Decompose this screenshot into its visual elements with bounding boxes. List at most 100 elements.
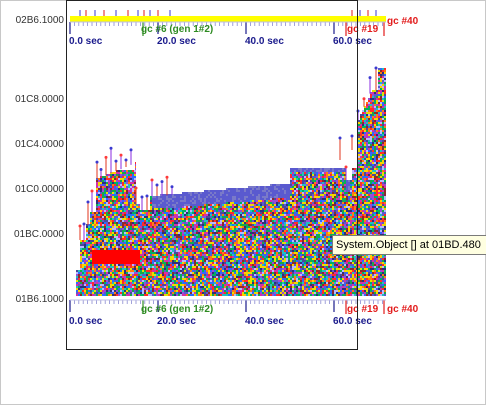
heap-band: [218, 232, 220, 234]
heap-band: [130, 180, 132, 182]
heap-band: [112, 174, 114, 176]
heap-band: [122, 220, 124, 222]
heap-band: [122, 236, 124, 238]
heap-band: [148, 212, 150, 214]
heap-band: [220, 220, 222, 222]
heap-band: [106, 218, 108, 220]
heap-band: [148, 288, 150, 290]
heap-band: [202, 214, 204, 216]
heap-band: [222, 206, 224, 208]
heap-band: [110, 260, 112, 262]
heap-band: [102, 294, 104, 296]
heap-band: [112, 188, 114, 190]
heap-band: [176, 246, 178, 248]
heap-band: [144, 246, 146, 248]
heap-band: [210, 240, 212, 242]
heap-band: [224, 212, 226, 214]
heap-band: [198, 292, 200, 294]
heap-band: [148, 210, 150, 212]
heap-band: [106, 184, 108, 186]
heap-band: [100, 256, 102, 258]
heap-band: [120, 246, 122, 248]
heap-band: [144, 292, 146, 294]
heap-band: [160, 278, 162, 280]
heap-band: [140, 222, 142, 224]
heap-band: [154, 284, 156, 286]
heap-band: [168, 290, 170, 292]
heap-band: [232, 220, 234, 222]
heap-band: [224, 260, 226, 262]
heap-band: [132, 200, 134, 202]
heap-band: [110, 272, 112, 274]
heap-band: [238, 274, 240, 276]
heap-band: [212, 258, 214, 260]
heap-band: [252, 220, 254, 222]
heap-band: [108, 224, 110, 226]
heap-band: [92, 292, 94, 294]
heap-band: [130, 242, 132, 244]
heap-band: [216, 290, 218, 292]
heap-band: [128, 256, 130, 258]
heap-band: [132, 258, 134, 260]
heap-band: [158, 248, 160, 250]
heap-band: [224, 226, 226, 228]
heap-band: [220, 274, 222, 276]
heap-band: [104, 198, 106, 200]
heap-band: [110, 230, 112, 232]
heap-band: [100, 222, 102, 224]
heap-band: [146, 212, 148, 214]
heap-band: [218, 252, 220, 254]
heap-band: [230, 266, 232, 268]
heap-band: [192, 218, 194, 220]
heap-band: [198, 244, 200, 246]
heap-band: [160, 194, 162, 196]
heap-band: [160, 216, 162, 218]
heap-band: [216, 272, 218, 274]
heap-band: [234, 240, 236, 242]
heap-band: [94, 280, 96, 282]
heap-band: [170, 210, 172, 212]
heap-band: [220, 294, 222, 296]
heap-band: [174, 294, 176, 296]
heap-band: [94, 262, 96, 264]
heap-band: [152, 276, 154, 278]
heap-band: [166, 250, 168, 252]
heap-band: [206, 234, 208, 236]
heap-band: [226, 252, 228, 254]
heap-band: [144, 254, 146, 256]
heap-band: [114, 232, 116, 234]
heap-band: [244, 238, 246, 240]
heap-band: [98, 280, 100, 282]
heap-band: [166, 292, 168, 294]
heap-band: [116, 208, 118, 210]
heap-band: [240, 236, 242, 238]
heap-band: [110, 288, 112, 290]
heap-band: [122, 178, 124, 180]
heap-band: [226, 194, 228, 196]
heap-band: [108, 210, 110, 212]
heap-band: [258, 246, 260, 248]
heap-band: [232, 228, 234, 230]
heap-band: [250, 288, 252, 290]
heap-band: [188, 280, 190, 282]
heap-band: [90, 216, 92, 218]
heap-band: [186, 256, 188, 258]
heap-band: [128, 260, 130, 262]
heap-band: [264, 288, 266, 290]
heap-band: [114, 182, 116, 184]
heap-band: [222, 280, 224, 282]
heap-band: [190, 224, 192, 226]
heap-band: [194, 282, 196, 284]
heap-band: [146, 292, 148, 294]
heap-band: [110, 294, 112, 296]
heap-band: [168, 262, 170, 264]
heap-band: [120, 188, 122, 190]
heap-band: [156, 248, 158, 250]
heap-band: [202, 292, 204, 294]
heap-band: [174, 236, 176, 238]
heap-band: [208, 210, 210, 212]
heap-band: [96, 288, 98, 290]
heap-band: [142, 262, 144, 264]
heap-band: [208, 266, 210, 268]
